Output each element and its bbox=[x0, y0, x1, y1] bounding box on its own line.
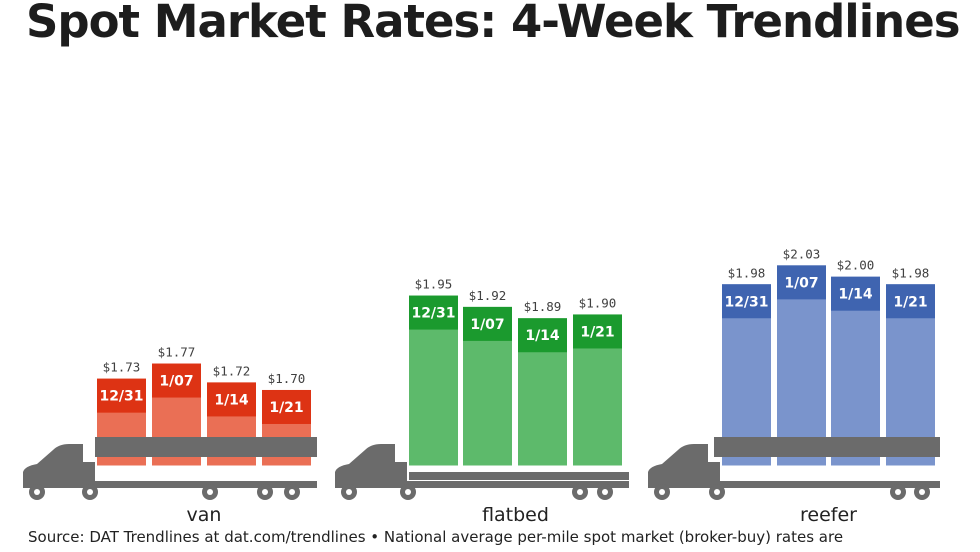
bar-cap-flatbed-1 bbox=[463, 306, 512, 341]
bar-cap-van-2 bbox=[207, 382, 256, 417]
group-reefer: 12/31 $1.98 1/07 $2.03 1/14 $2.00 1/21 $1.98 ree… bbox=[648, 246, 940, 526]
category-label-van: van bbox=[187, 504, 222, 526]
value-label: $1.73 bbox=[103, 360, 141, 375]
value-label: $1.98 bbox=[728, 265, 766, 280]
date-label: 12/31 bbox=[411, 306, 455, 322]
group-flatbed: 12/31 $1.95 1/07 $1.92 1/14 $1.89 1/21 $1.90 fla… bbox=[335, 277, 629, 526]
value-label: $1.98 bbox=[892, 265, 930, 280]
bar-cap-flatbed-0 bbox=[409, 295, 458, 330]
date-label: 1/21 bbox=[893, 294, 927, 310]
bar-cap-reefer-0 bbox=[722, 284, 771, 319]
source-note: Source: DAT Trendlines at dat.com/trendl… bbox=[28, 528, 844, 546]
value-label: $1.72 bbox=[213, 363, 251, 378]
date-label: 1/14 bbox=[525, 328, 560, 344]
bar-cap-flatbed-2 bbox=[518, 318, 567, 353]
date-label: 1/21 bbox=[269, 400, 303, 416]
value-label: $1.77 bbox=[158, 345, 196, 360]
semi-truck-icon bbox=[23, 437, 317, 500]
date-label: 1/07 bbox=[470, 317, 504, 333]
bar-cap-van-3 bbox=[262, 389, 311, 424]
chart-title: Spot Market Rates: 4-Week Trendlines bbox=[26, 0, 960, 48]
bar-cap-van-1 bbox=[152, 363, 201, 398]
semi-truck-icon bbox=[335, 444, 629, 500]
bar-cap-flatbed-3 bbox=[573, 314, 622, 349]
date-label: 12/31 bbox=[99, 389, 143, 405]
date-label: 1/14 bbox=[838, 287, 873, 303]
value-label: $1.89 bbox=[524, 299, 562, 314]
value-label: $1.90 bbox=[579, 295, 617, 310]
bar-cap-van-0 bbox=[97, 378, 146, 413]
semi-truck-icon bbox=[648, 437, 940, 500]
value-label: $1.95 bbox=[415, 277, 453, 292]
date-label: 12/31 bbox=[724, 294, 768, 310]
date-label: 1/07 bbox=[784, 275, 818, 291]
bar-cap-reefer-2 bbox=[831, 276, 880, 311]
value-label: $2.03 bbox=[783, 246, 821, 261]
date-label: 1/21 bbox=[580, 324, 614, 340]
category-label-reefer: reefer bbox=[800, 504, 857, 526]
date-label: 1/07 bbox=[159, 374, 193, 390]
value-label: $2.00 bbox=[837, 258, 875, 273]
group-van: 12/31 $1.73 1/07 $1.77 1/14 $1.72 1/21 $1.70 van bbox=[23, 345, 317, 526]
bar-cap-reefer-3 bbox=[886, 284, 935, 319]
date-label: 1/14 bbox=[214, 392, 249, 408]
value-label: $1.92 bbox=[469, 288, 507, 303]
value-label: $1.70 bbox=[268, 371, 306, 386]
bar-cap-reefer-1 bbox=[777, 265, 826, 300]
category-label-flatbed: flatbed bbox=[482, 504, 549, 526]
